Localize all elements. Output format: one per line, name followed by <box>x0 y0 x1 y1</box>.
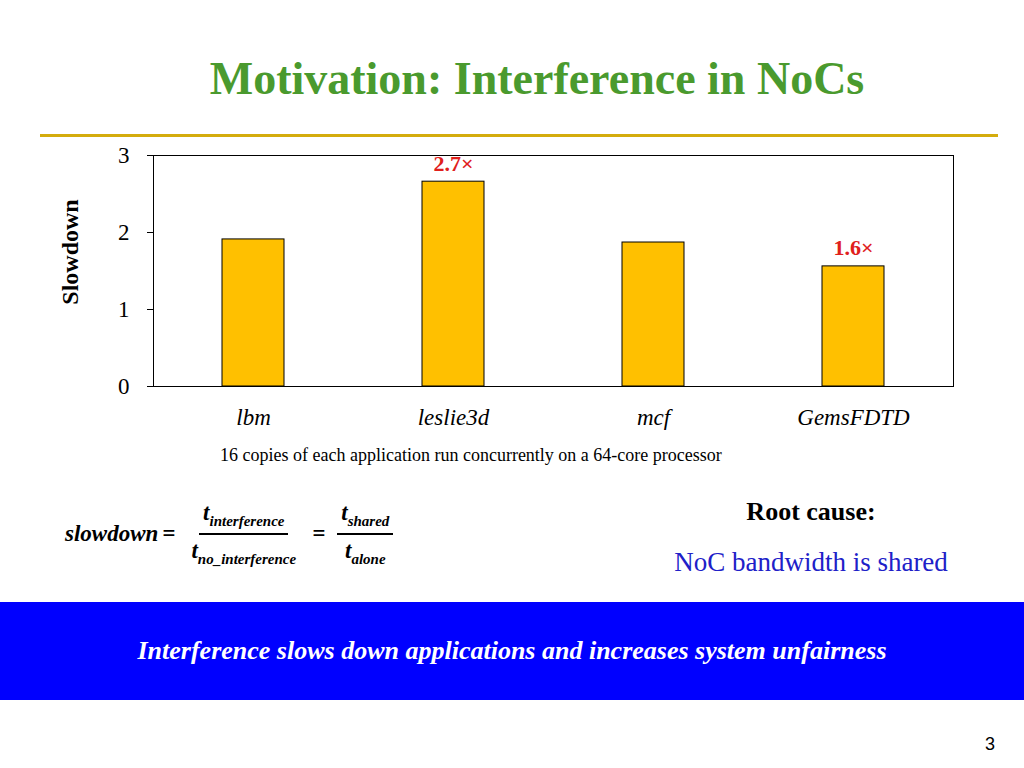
svg-text:mcf: mcf <box>637 405 674 430</box>
svg-text:leslie3d: leslie3d <box>418 405 490 430</box>
svg-text:1: 1 <box>118 297 130 322</box>
svg-text:3: 3 <box>118 143 130 168</box>
html-text:slowdown =: slowdown = <box>65 520 176 546</box>
html-text:tinterference: tinterference <box>203 500 285 529</box>
svg-text:2.7×: 2.7× <box>433 151 473 176</box>
html-text:Motivation: Interference in No: Motivation: Interference in NoCs <box>209 53 865 104</box>
html-text:Interference slows down applic: Interference slows down applications and… <box>137 636 887 665</box>
html-text:16 copies of each application: 16 copies of each application run concur… <box>220 445 722 465</box>
svg-text:lbm: lbm <box>236 405 271 430</box>
html-text:tshared: tshared <box>341 500 390 529</box>
html-text:talone: talone <box>345 537 386 567</box>
svg-text:1.6×: 1.6× <box>833 235 873 260</box>
svg-text:GemsFDTD: GemsFDTD <box>797 405 910 430</box>
html-text:tno_interference: tno_interference <box>191 537 297 567</box>
html-text:NoC bandwidth is shared: NoC bandwidth is shared <box>674 547 948 577</box>
svg-text:2: 2 <box>118 220 130 245</box>
html-text:Root cause:: Root cause: <box>746 497 876 526</box>
svg-text:0: 0 <box>118 374 130 399</box>
html-text:3: 3 <box>985 734 995 754</box>
html-text:Slowdown: Slowdown <box>56 199 83 305</box>
